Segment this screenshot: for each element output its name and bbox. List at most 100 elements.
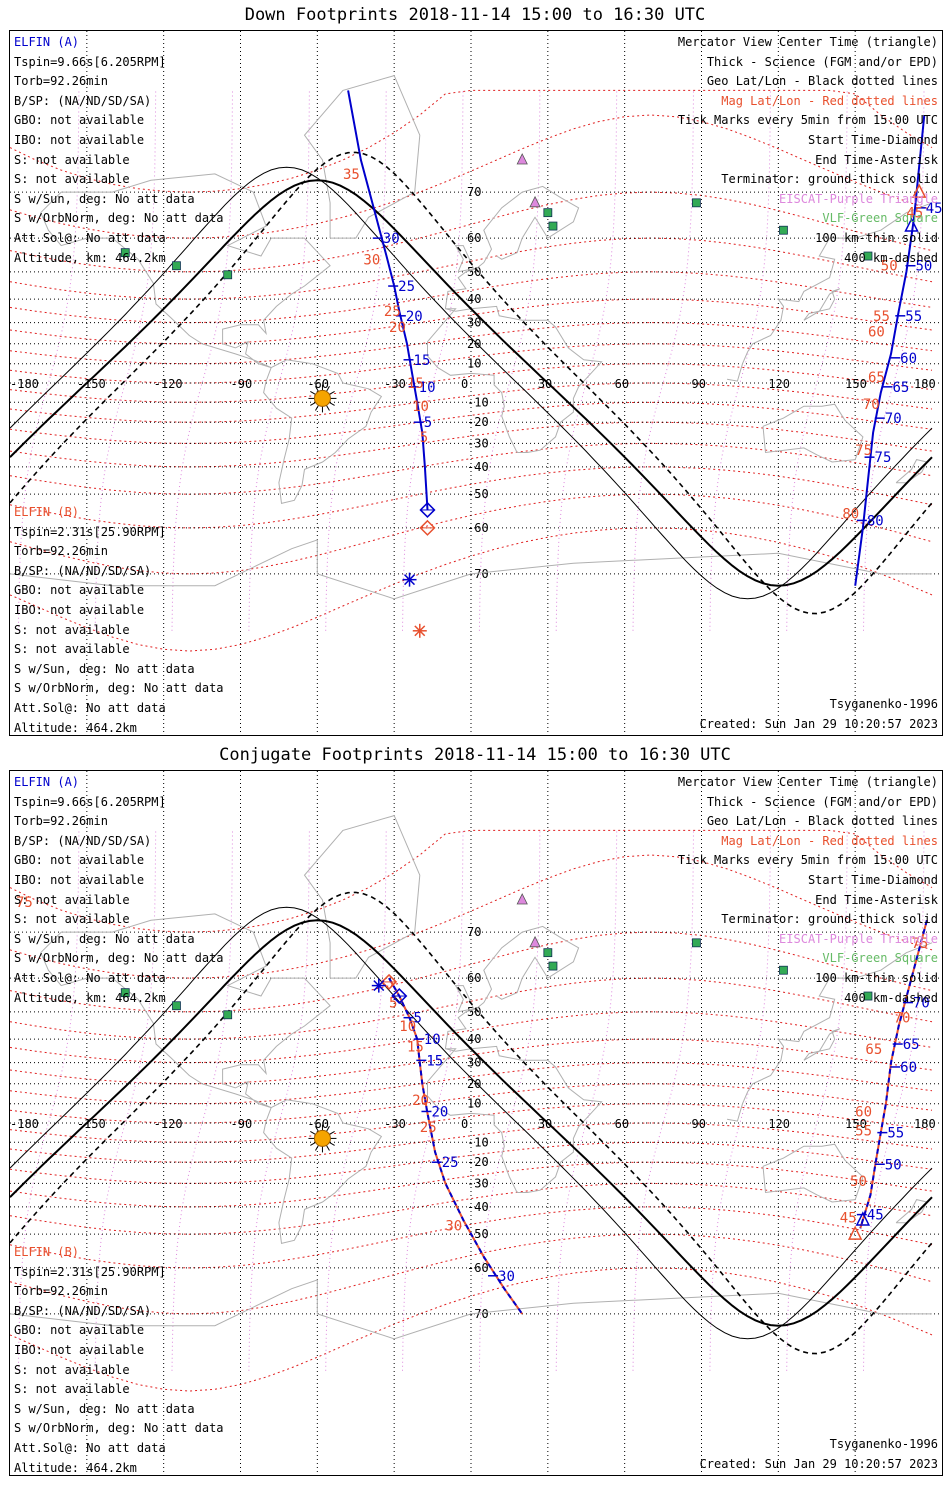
coastline — [727, 202, 933, 382]
start-diamond-b — [419, 519, 436, 536]
lon-label: 120 — [768, 377, 790, 391]
stations — [120, 153, 873, 280]
lon-label: -180 — [10, 1117, 39, 1131]
coastline — [803, 1028, 841, 1061]
mag-lat-label: 45 — [906, 206, 923, 222]
mag-lat-label: 60 — [868, 324, 885, 340]
sat-b-attsol: Att.Sol@: No att data — [14, 700, 166, 715]
mag-latitude-line — [10, 322, 933, 365]
sat-b-sun: S w/Sun, deg: No att data — [14, 661, 195, 676]
terminator-400km — [10, 891, 933, 1355]
sat-b-bsp: B/SP: (NA/ND/SD/SA) — [14, 563, 152, 578]
eiscat-triangle — [529, 195, 541, 208]
mag-meridian-line — [709, 90, 771, 631]
conjugate-footprints-panel: Conjugate Footprints 2018-11-14 15:00 to… — [0, 740, 950, 1480]
mag-lat-label: 75 — [912, 936, 929, 952]
mag-meridian-line — [632, 90, 694, 631]
tick-label: 30 — [383, 231, 400, 247]
sun-icon — [308, 384, 337, 413]
vlf-square — [863, 991, 873, 1001]
lat-label: -30 — [467, 1176, 489, 1190]
mag-meridian-line — [17, 830, 80, 1371]
mag-meridian-line — [786, 830, 848, 1371]
legend-geo-grid: Geo Lat/Lon - Black dotted lines — [706, 74, 938, 89]
sat-b-alt: Altitude: 464.2km — [14, 1460, 137, 1475]
coastline — [10, 1279, 932, 1340]
mag-lat-label: 5 — [420, 430, 428, 446]
lon-label: -30 — [384, 1117, 406, 1131]
mag-latitude-line — [10, 1103, 933, 1143]
sat-b-sun: S w/Sun, deg: No att data — [14, 1401, 195, 1416]
vlf-square — [548, 221, 558, 231]
tick-label: 65 — [903, 1037, 920, 1053]
created-timestamp: Created: Sun Jan 29 10:20:57 2023 — [699, 717, 938, 731]
lon-label: -60 — [307, 1117, 329, 1131]
lon-label: 90 — [692, 377, 706, 391]
mag-meridian-line — [786, 90, 848, 631]
mag-meridian-line — [171, 830, 233, 1371]
vlf-square — [863, 251, 873, 261]
lon-label: 180 — [914, 1117, 936, 1131]
sun-ray — [329, 1141, 335, 1146]
legend-end-time: End Time-Asterisk — [815, 892, 938, 907]
sat-a-alt: Altitude, km: 464.2km — [14, 250, 166, 265]
vlf-square — [543, 948, 553, 958]
legend-vlf: VLF-Green Square — [822, 211, 938, 226]
sun-ray — [310, 1130, 316, 1135]
vlf-square — [172, 1001, 181, 1011]
mag-lat-label: 55 — [873, 309, 890, 325]
sat-b-torb: Torb=92.26min — [14, 544, 108, 559]
sun-ray — [310, 401, 316, 406]
lat-label: 70 — [467, 925, 481, 939]
coastline — [40, 913, 331, 1109]
mag-lat-label: 55 — [855, 1124, 872, 1140]
mag-meridian-line — [632, 830, 694, 1371]
tick-label: 5 — [424, 415, 432, 431]
vlf-square — [172, 261, 181, 271]
sat-a-attsol: Att.Sol@: No att data — [14, 230, 166, 245]
tick-label: 45 — [867, 1208, 884, 1224]
lat-label: -60 — [467, 1261, 489, 1275]
lon-label: 120 — [768, 1117, 790, 1131]
sat-a-torb: Torb=92.26min — [14, 74, 108, 89]
tick-label: 30 — [498, 1269, 515, 1285]
mercator-map: -180 -150 -120 -90 -60 -30 0 30 60 90 120 150 180 70 6… — [10, 31, 942, 735]
lon-label: -120 — [154, 377, 183, 391]
lat-label: -40 — [467, 1200, 489, 1214]
sun-ray — [315, 386, 319, 392]
sun-icon — [308, 1124, 337, 1153]
asterisk-stroke — [373, 980, 385, 992]
sat-a-attsol: Att.Sol@: No att data — [14, 970, 166, 985]
mercator-map: -180 -150 -120 -90 -60 -30 0 30 60 90 120 150 180 70 6… — [10, 771, 942, 1475]
coastline — [454, 245, 475, 273]
mag-lat-label: 70 — [894, 1011, 911, 1027]
mag-latitude-line — [10, 114, 933, 239]
vlf-square — [691, 938, 701, 948]
end-asterisk-a — [402, 572, 417, 587]
lon-label: -90 — [231, 377, 253, 391]
tick-label: 55 — [887, 1126, 904, 1142]
sat-a-ibo: IBO: not available — [14, 872, 145, 887]
mag-latitude-line — [10, 854, 933, 979]
sat-a-s1: S: not available — [14, 152, 130, 167]
lat-label: -20 — [467, 1155, 489, 1169]
lon-labels: -180 -150 -120 -90 -60 -30 0 30 60 90 120 150 180 — [10, 1117, 936, 1131]
legend-eiscat: EISCAT-Purple Triangle — [779, 931, 938, 946]
mag-meridian-line — [171, 90, 233, 631]
sat-b-gbo: GBO: not available — [14, 583, 145, 598]
mag-lat-label: 45 — [840, 1210, 857, 1226]
tick-label: 60 — [900, 1060, 917, 1076]
sat-a-s2: S: not available — [14, 912, 130, 927]
lon-label: 30 — [538, 1117, 552, 1131]
legend-vlf: VLF-Green Square — [822, 951, 938, 966]
mag-lat-label: 65 — [865, 1042, 882, 1058]
mag-meridian-line — [325, 90, 387, 631]
tick-label: 45 — [926, 201, 942, 217]
center-triangle-a — [855, 1211, 871, 1226]
coastline — [263, 359, 383, 505]
tick-label: 65 — [892, 380, 909, 396]
panel-title: Conjugate Footprints 2018-11-14 15:00 to… — [219, 745, 731, 765]
legend-eiscat: EISCAT-Purple Triangle — [779, 191, 938, 206]
lat-label: 60 — [467, 231, 481, 245]
